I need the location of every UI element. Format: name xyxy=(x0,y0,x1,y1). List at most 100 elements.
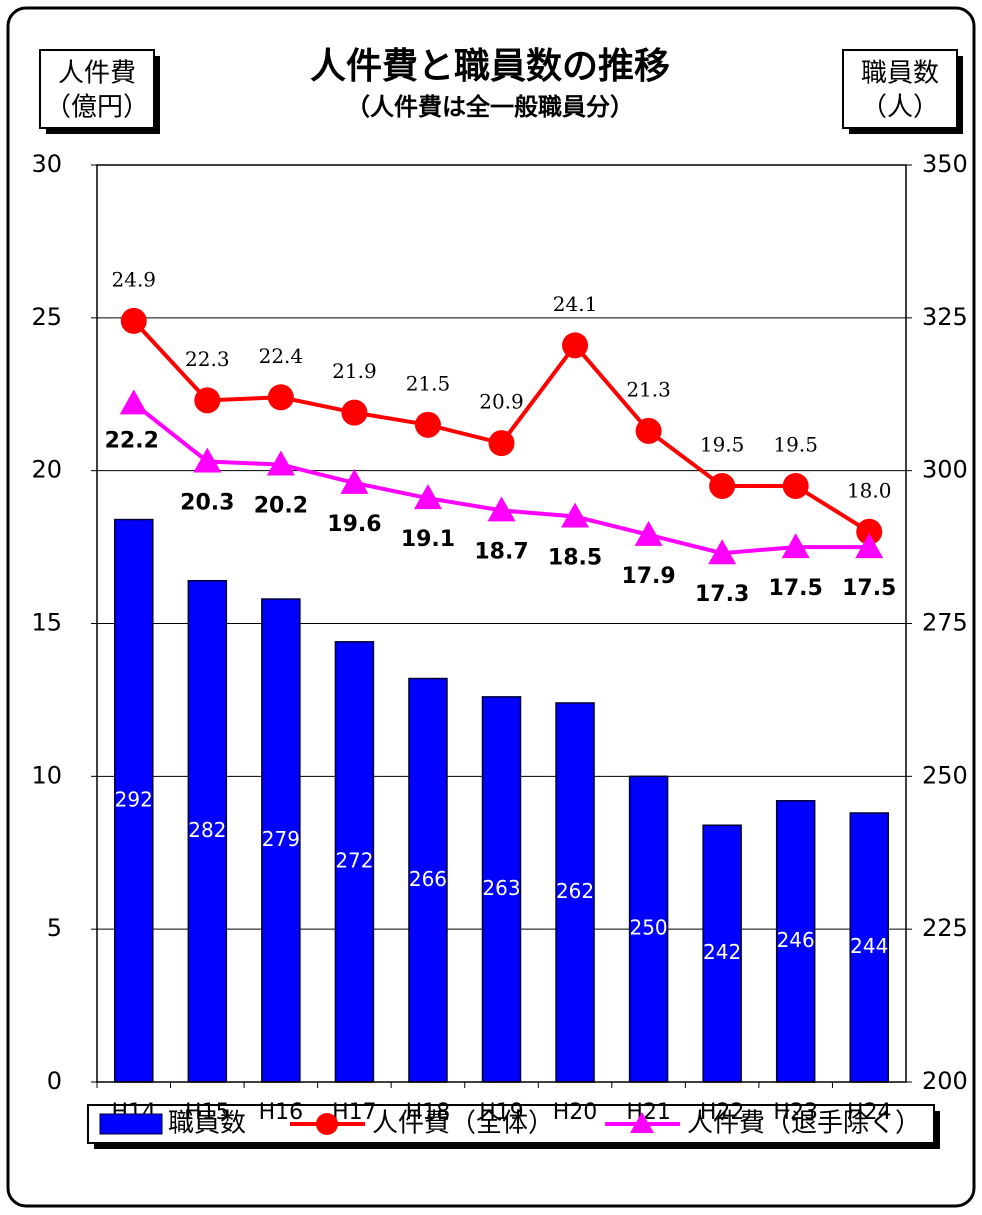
y2-label: 職員数 xyxy=(861,59,939,89)
marker xyxy=(634,520,663,546)
marker xyxy=(413,484,442,510)
marker xyxy=(562,332,589,359)
legend xyxy=(87,1104,935,1144)
value-label: 24.9 xyxy=(112,267,157,291)
x-tick-label: H20 xyxy=(553,1100,598,1125)
marker xyxy=(635,417,662,444)
bar-value-label: 263 xyxy=(482,876,520,900)
value-label: 18.0 xyxy=(847,478,892,502)
marker xyxy=(120,307,147,334)
marker xyxy=(341,399,368,426)
value-label: 17.5 xyxy=(842,576,896,601)
marker xyxy=(708,539,737,565)
marker xyxy=(855,533,884,559)
x-tick-label: H17 xyxy=(332,1100,377,1125)
bar-value-label: 282 xyxy=(188,818,226,842)
legend-label: 職員数 xyxy=(168,1109,246,1139)
y-label: 人件費 xyxy=(58,59,136,89)
bar xyxy=(849,812,889,1083)
legend-swatch xyxy=(99,1113,163,1135)
legend-label: 人件費（全体） xyxy=(372,1109,554,1139)
legend-swatch xyxy=(316,1113,338,1135)
marker xyxy=(266,450,295,476)
y2-tick-label: 250 xyxy=(922,761,968,789)
bar xyxy=(114,518,154,1083)
x-tick-label: H21 xyxy=(626,1100,671,1125)
bar xyxy=(334,641,375,1083)
legend-label: 人件費（退手除く） xyxy=(687,1109,921,1139)
chart-subtitle: （人件費は全一般職員分） xyxy=(346,93,634,121)
chart-title: 人件費と職員数の推移 xyxy=(310,46,670,87)
y-tick-label: 10 xyxy=(31,761,62,789)
y2-tick-label: 325 xyxy=(922,303,968,331)
bar-value-label: 292 xyxy=(115,787,153,811)
value-label: 22.2 xyxy=(105,428,159,453)
bar-value-label: 266 xyxy=(409,867,447,891)
bar xyxy=(775,800,816,1083)
bar xyxy=(628,775,669,1083)
marker xyxy=(267,384,294,411)
bar-value-label: 262 xyxy=(556,879,594,903)
marker xyxy=(561,502,590,528)
value-label: 21.5 xyxy=(406,371,451,395)
y2-tick-label: 225 xyxy=(922,914,968,942)
bar xyxy=(702,824,742,1083)
bar xyxy=(481,696,522,1083)
marker xyxy=(781,533,810,559)
x-tick-label: H15 xyxy=(185,1100,230,1125)
y-tick-label: 0 xyxy=(47,1067,62,1095)
x-tick-label: H18 xyxy=(406,1100,451,1125)
marker xyxy=(488,430,515,457)
value-label: 20.2 xyxy=(254,494,308,519)
value-label: 17.9 xyxy=(621,564,675,589)
y-label-box xyxy=(39,49,155,129)
value-label: 18.5 xyxy=(548,546,602,571)
value-label: 20.3 xyxy=(180,490,234,515)
x-tick-label: H23 xyxy=(773,1100,818,1125)
value-label: 21.9 xyxy=(332,359,377,383)
marker xyxy=(856,518,883,545)
marker xyxy=(194,387,221,414)
value-label: 19.1 xyxy=(401,527,455,552)
y2-label-box xyxy=(842,49,958,129)
y2-tick-label: 350 xyxy=(922,150,968,178)
y2-tick-label: 200 xyxy=(922,1067,968,1095)
bar-value-label: 272 xyxy=(335,848,373,872)
y-tick-label: 20 xyxy=(31,456,62,484)
marker xyxy=(414,411,441,438)
bar-value-label: 246 xyxy=(777,928,815,952)
y-tick-label: 25 xyxy=(31,303,62,331)
y2-label: （人） xyxy=(861,93,939,123)
value-label: 20.9 xyxy=(479,390,524,414)
x-tick-label: H24 xyxy=(847,1100,892,1125)
value-label: 19.5 xyxy=(700,432,745,456)
bar-value-label: 279 xyxy=(262,827,300,851)
bar xyxy=(555,702,595,1083)
value-label: 24.1 xyxy=(553,292,598,316)
y-tick-label: 15 xyxy=(31,609,62,637)
marker xyxy=(709,472,736,499)
y2-tick-label: 275 xyxy=(922,609,968,637)
value-label: 18.7 xyxy=(474,539,528,564)
x-tick-label: H19 xyxy=(479,1100,524,1125)
plot-border xyxy=(96,164,907,1083)
bar-value-label: 244 xyxy=(850,934,888,958)
y-tick-label: 30 xyxy=(31,150,62,178)
marker xyxy=(193,447,222,473)
y-label: （億円） xyxy=(45,93,149,123)
value-label: 17.3 xyxy=(695,582,749,607)
y-tick-label: 5 xyxy=(47,914,62,942)
bar-value-label: 250 xyxy=(629,916,667,940)
x-tick-label: H22 xyxy=(700,1100,745,1125)
y2-tick-label: 300 xyxy=(922,456,968,484)
marker xyxy=(487,496,516,522)
marker xyxy=(340,468,369,494)
bar-value-label: 242 xyxy=(703,940,741,964)
legend-swatch xyxy=(630,1112,654,1133)
value-label: 22.3 xyxy=(185,347,230,371)
value-label: 19.5 xyxy=(773,432,818,456)
x-tick-label: H16 xyxy=(259,1100,304,1125)
value-label: 17.5 xyxy=(769,576,823,601)
